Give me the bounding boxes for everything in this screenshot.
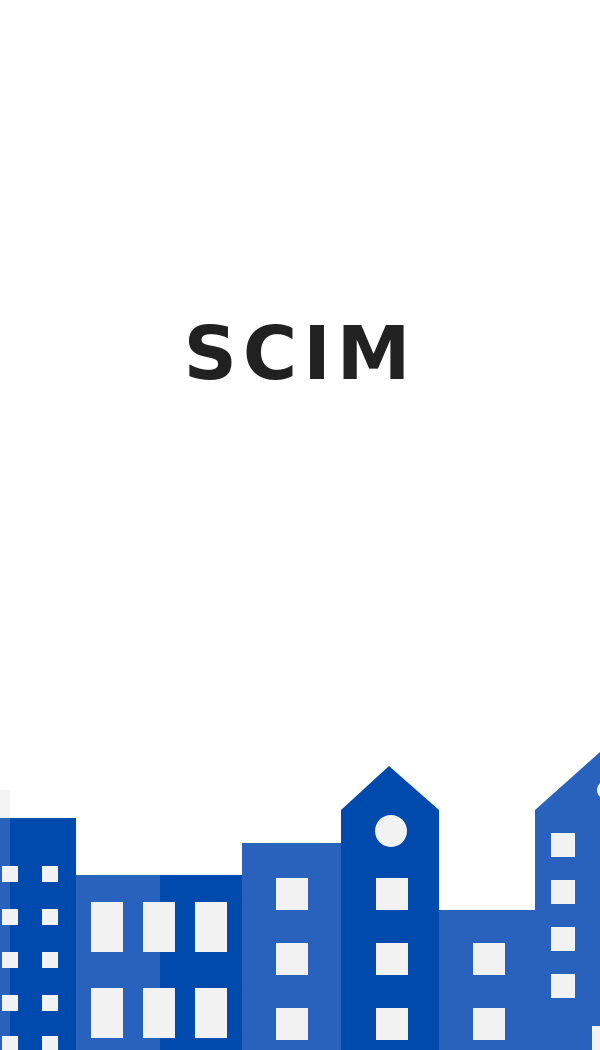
building-tower (341, 766, 439, 1050)
building-middle (242, 843, 342, 1050)
app-title: SCIM (183, 311, 417, 397)
building-wide (76, 875, 242, 1050)
city-skyline-icon (0, 752, 600, 1050)
building-short (439, 910, 539, 1050)
building-left (0, 818, 76, 1050)
building-right (535, 752, 600, 1050)
